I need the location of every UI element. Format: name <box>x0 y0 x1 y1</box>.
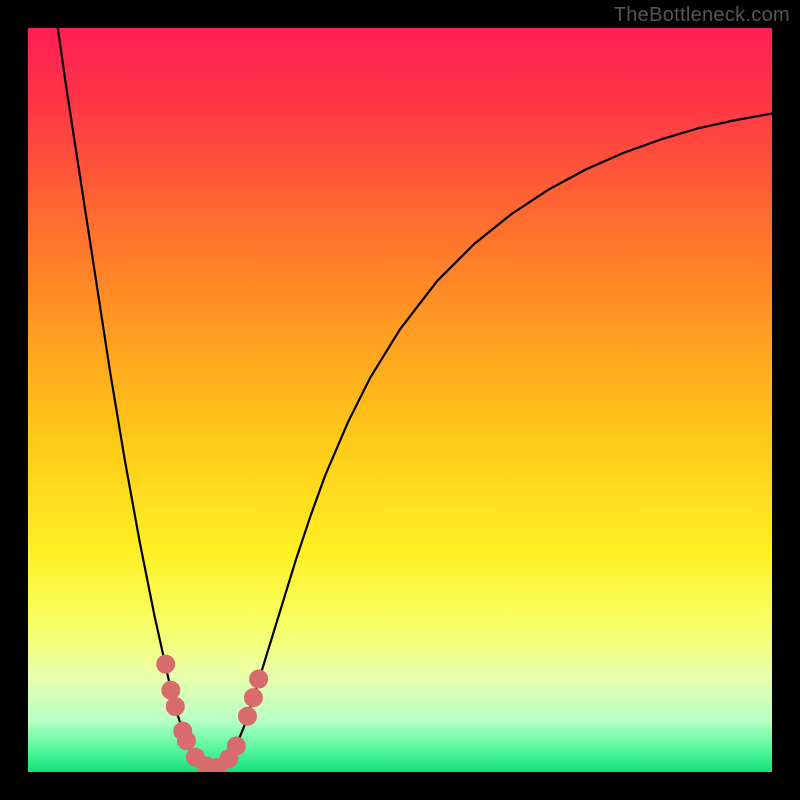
data-marker <box>244 689 262 707</box>
data-marker <box>177 732 195 750</box>
data-marker <box>166 698 184 716</box>
plot-area <box>28 28 772 772</box>
data-marker <box>157 655 175 673</box>
data-marker <box>227 737 245 755</box>
data-marker <box>238 707 256 725</box>
watermark-text: TheBottleneck.com <box>614 4 790 27</box>
data-marker <box>250 670 268 688</box>
chart-stage: TheBottleneck.com <box>0 0 800 800</box>
data-marker <box>162 681 180 699</box>
bottleneck-curve-chart <box>28 28 772 772</box>
